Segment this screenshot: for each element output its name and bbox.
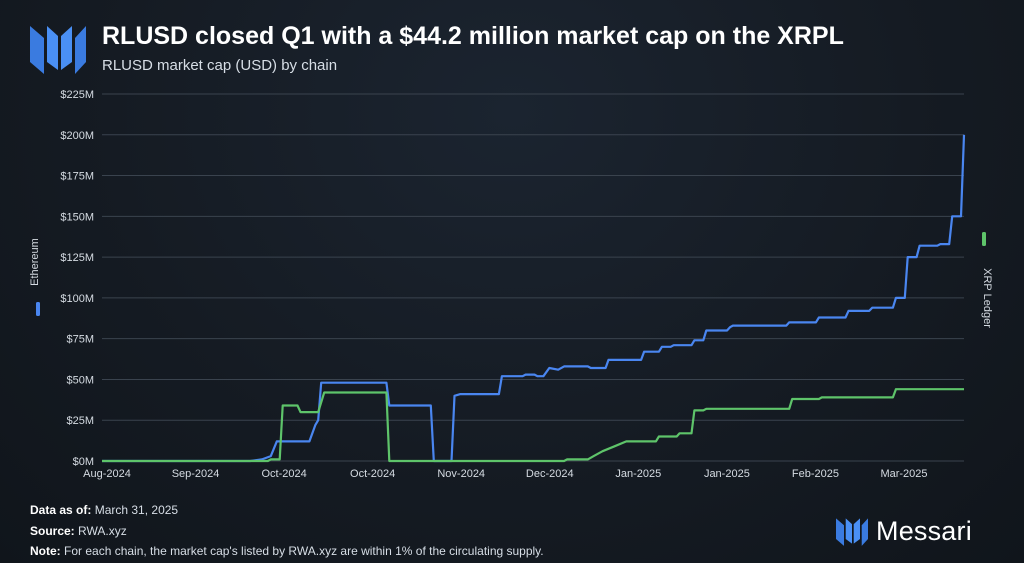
market-cap-line-chart: $0M $25M $50M $75M $100M $125M $150M $175M $200M… bbox=[29, 89, 993, 480]
y-tick-label: $150M bbox=[60, 211, 94, 223]
data-as-of-label: Data as of: bbox=[30, 503, 92, 517]
y-tick-label: $200M bbox=[60, 130, 94, 142]
data-as-of-value: March 31, 2025 bbox=[94, 503, 179, 517]
y-tick-label: $225M bbox=[60, 89, 94, 101]
source: Source: RWA.xyz bbox=[30, 524, 127, 538]
source-label: Source: bbox=[30, 524, 75, 538]
note-label: Note: bbox=[30, 544, 61, 558]
x-tick-label: Jan-2025 bbox=[704, 468, 750, 480]
y-tick-label: $100M bbox=[60, 293, 94, 305]
y-tick-label: $50M bbox=[66, 374, 94, 386]
x-tick-label: Feb-2025 bbox=[792, 468, 839, 480]
ethereum-legend-label: Ethereum bbox=[29, 238, 41, 286]
xrp-ledger-legend-swatch bbox=[982, 232, 986, 246]
x-tick-label: Mar-2025 bbox=[880, 468, 927, 480]
y-tick-label: $25M bbox=[66, 415, 94, 427]
x-tick-label: Sep-2024 bbox=[172, 468, 220, 480]
xrp-ledger-series-line bbox=[102, 388, 964, 463]
ethereum-legend-swatch bbox=[36, 302, 40, 316]
source-value: RWA.xyz bbox=[78, 524, 127, 538]
messari-m-logo-icon bbox=[836, 518, 868, 546]
x-tick-label: Jan-2025 bbox=[615, 468, 661, 480]
note-value: For each chain, the market cap's listed … bbox=[64, 544, 544, 558]
note: Note: For each chain, the market cap's l… bbox=[30, 544, 544, 558]
chart-subtitle: RLUSD market cap (USD) by chain bbox=[102, 57, 338, 74]
xrp-ledger-legend-label: XRP Ledger bbox=[981, 268, 993, 328]
x-tick-label: Oct-2024 bbox=[350, 468, 395, 480]
chart-title: RLUSD closed Q1 with a $44.2 million mar… bbox=[102, 22, 844, 50]
y-tick-label: $125M bbox=[60, 252, 94, 264]
y-tick-label: $75M bbox=[66, 334, 94, 346]
y-tick-label: $175M bbox=[60, 171, 94, 183]
ethereum-legend: Ethereum bbox=[29, 238, 41, 316]
messari-brand: Messari bbox=[836, 514, 972, 548]
data-as-of: Data as of: March 31, 2025 bbox=[30, 503, 178, 517]
xrp-ledger-legend: XRP Ledger bbox=[981, 232, 993, 328]
x-tick-label: Dec-2024 bbox=[526, 468, 574, 480]
brand-name: Messari bbox=[876, 515, 972, 546]
y-tick-label: $0M bbox=[73, 456, 94, 468]
x-tick-label: Nov-2024 bbox=[437, 468, 485, 480]
x-tick-label: Aug-2024 bbox=[83, 468, 131, 480]
ethereum-series-line bbox=[102, 134, 966, 463]
x-tick-label: Oct-2024 bbox=[261, 468, 306, 480]
messari-logo-icon bbox=[30, 26, 86, 74]
